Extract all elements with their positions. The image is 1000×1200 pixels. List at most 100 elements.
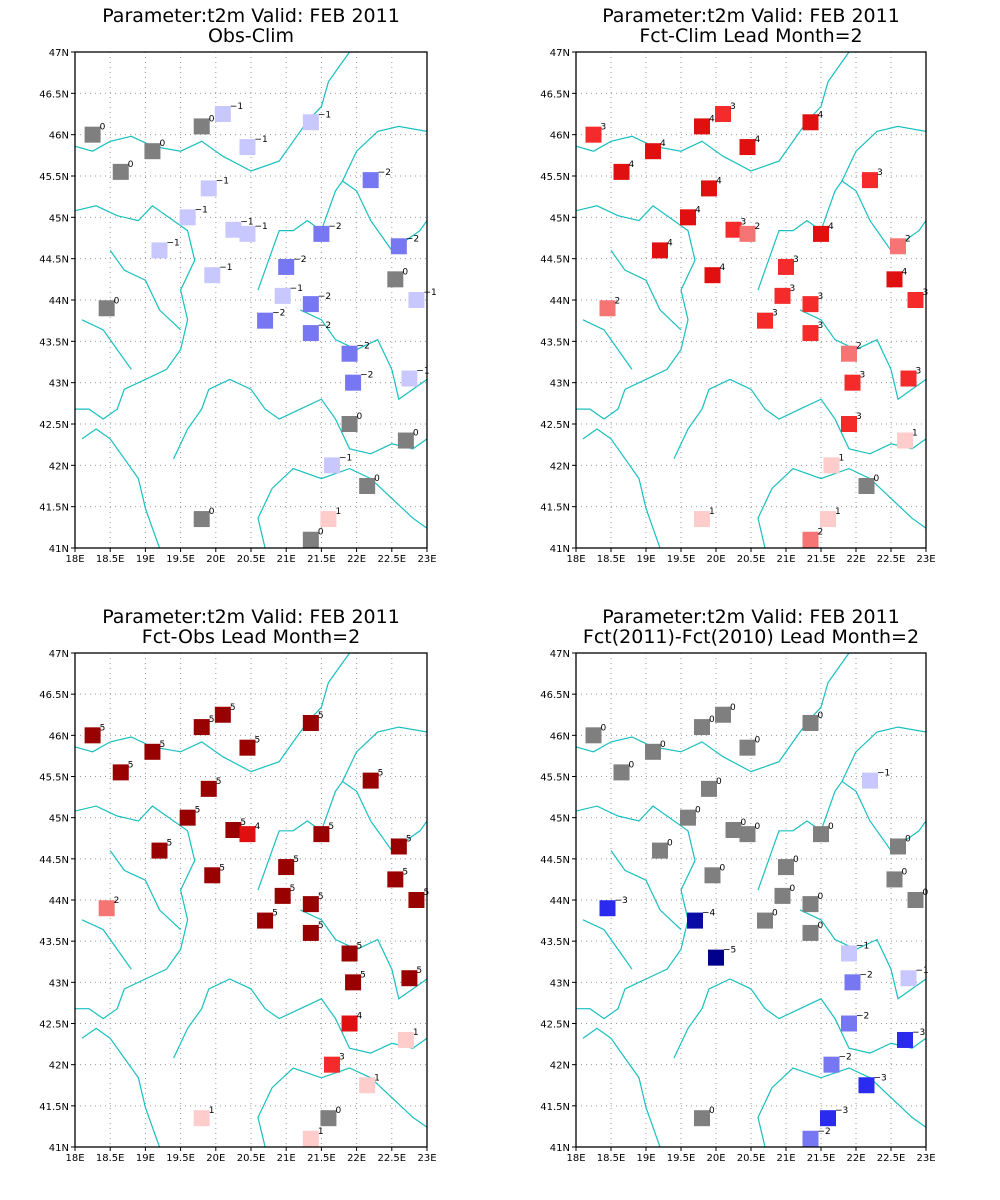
station-value-label: 5 — [318, 921, 324, 931]
station-value-label: 2 — [615, 296, 621, 306]
border-line — [341, 726, 427, 782]
border-line — [173, 378, 427, 459]
station-value-label: 4 — [357, 1012, 363, 1022]
station-value-label: 5 — [159, 740, 165, 750]
station-value-label: 3 — [730, 102, 736, 112]
station-value-label: 0 — [709, 715, 715, 725]
station-marker — [599, 300, 616, 317]
station-value-label: 4 — [818, 110, 824, 120]
station-value-label: −2 — [378, 168, 391, 178]
station-value-label: 5 — [357, 942, 363, 952]
y-tick-label: 43.5N — [39, 937, 69, 948]
border-line — [582, 319, 633, 370]
y-tick-label: 46N — [49, 131, 69, 142]
station-value-label: 5 — [166, 839, 172, 849]
station-value-label: 5 — [240, 818, 246, 828]
station-value-label: 4 — [695, 205, 701, 215]
y-tick-label: 42N — [49, 1061, 69, 1072]
station-value-label: −1 — [230, 102, 243, 112]
station-value-label: −2 — [328, 222, 341, 232]
x-tick-label: 22.5E — [378, 1153, 407, 1164]
station-marker — [802, 896, 819, 913]
border-line — [582, 1027, 661, 1147]
station-value-label: −1 — [416, 367, 429, 377]
station-value-label: −1 — [219, 263, 232, 273]
station-value-label: 0 — [695, 806, 701, 816]
station-marker — [890, 238, 906, 255]
border-line — [75, 805, 196, 1020]
station-value-label: 5 — [328, 822, 334, 832]
station-marker — [112, 163, 129, 180]
station-marker — [652, 242, 668, 259]
y-tick-label: 42.5N — [540, 1020, 570, 1031]
station-marker — [387, 871, 404, 888]
country-borders — [576, 653, 926, 1147]
station-marker — [652, 842, 668, 859]
station-marker — [302, 896, 319, 913]
border-line — [757, 1067, 926, 1147]
station-marker — [802, 1130, 819, 1147]
y-tick-label: 46.5N — [39, 89, 69, 100]
x-tick-label: 23E — [417, 554, 436, 565]
border-line — [576, 805, 696, 1020]
x-tick-label: 18.5E — [597, 1153, 626, 1164]
x-tick-label: 20.5E — [237, 554, 266, 565]
station-value-label: −2 — [318, 292, 331, 302]
y-tick-label: 45.5N — [540, 172, 570, 183]
station-value-label: 5 — [318, 892, 324, 902]
station-marker — [387, 271, 404, 288]
station-marker — [858, 478, 875, 494]
station-value-label: 5 — [128, 760, 134, 770]
border-line — [610, 250, 682, 331]
station-marker — [257, 912, 274, 929]
station-value-label: 3 — [601, 123, 607, 133]
station-markers: 0 0 0 0 0 0 0 −1 0 0 0 0 0 0 0 0 0 0 0 0 0 −3 −4 0 0 −5 −1 −2 −1 −2 −3… — [585, 703, 929, 1147]
station-marker — [907, 292, 924, 308]
station-marker — [214, 106, 231, 122]
y-tick-label: 43N — [49, 379, 69, 390]
station-marker — [239, 225, 256, 242]
border-line — [576, 52, 850, 172]
station-value-label: −1 — [240, 218, 253, 228]
station-value-label: 5 — [219, 863, 225, 873]
border-line — [257, 1067, 427, 1147]
station-value-label: 1 — [335, 507, 341, 517]
x-tick-label: 19E — [636, 554, 655, 565]
station-value-label: −1 — [195, 205, 208, 215]
station-value-label: 0 — [874, 474, 880, 484]
station-value-label: 5 — [378, 769, 384, 779]
border-line — [109, 850, 182, 931]
station-marker — [823, 1056, 840, 1073]
station-value-label: 0 — [828, 822, 834, 832]
border-line — [173, 978, 427, 1059]
station-value-label: −1 — [318, 110, 331, 120]
station-value-label: 2 — [755, 222, 761, 232]
station-marker — [345, 974, 362, 991]
border-line — [75, 52, 351, 172]
station-value-label: 5 — [216, 777, 222, 787]
y-tick-label: 45N — [49, 213, 69, 224]
station-value-label: 5 — [293, 855, 299, 865]
station-value-label: 1 — [912, 429, 918, 439]
x-tick-label: 21E — [776, 554, 795, 565]
station-marker — [323, 457, 340, 474]
station-marker — [802, 924, 819, 941]
y-tick-label: 46N — [49, 731, 69, 742]
station-value-label: −3 — [835, 1106, 848, 1116]
y-tick-label: 45.5N — [540, 773, 570, 784]
y-tick-label: 41N — [550, 544, 570, 555]
station-value-label: 0 — [114, 296, 120, 306]
station-value-label: 5 — [100, 723, 106, 733]
y-tick-label: 42.5N — [540, 420, 570, 431]
station-value-label: 0 — [413, 429, 419, 439]
station-value-label: 4 — [254, 822, 260, 832]
plot-frame — [575, 652, 927, 1148]
station-marker — [341, 1015, 358, 1032]
station-marker — [823, 457, 840, 474]
station-value-label: 4 — [709, 114, 715, 124]
station-marker — [739, 225, 756, 242]
station-value-label: 0 — [667, 839, 673, 849]
station-value-label: 5 — [360, 970, 366, 980]
station-value-label: 2 — [114, 896, 120, 906]
